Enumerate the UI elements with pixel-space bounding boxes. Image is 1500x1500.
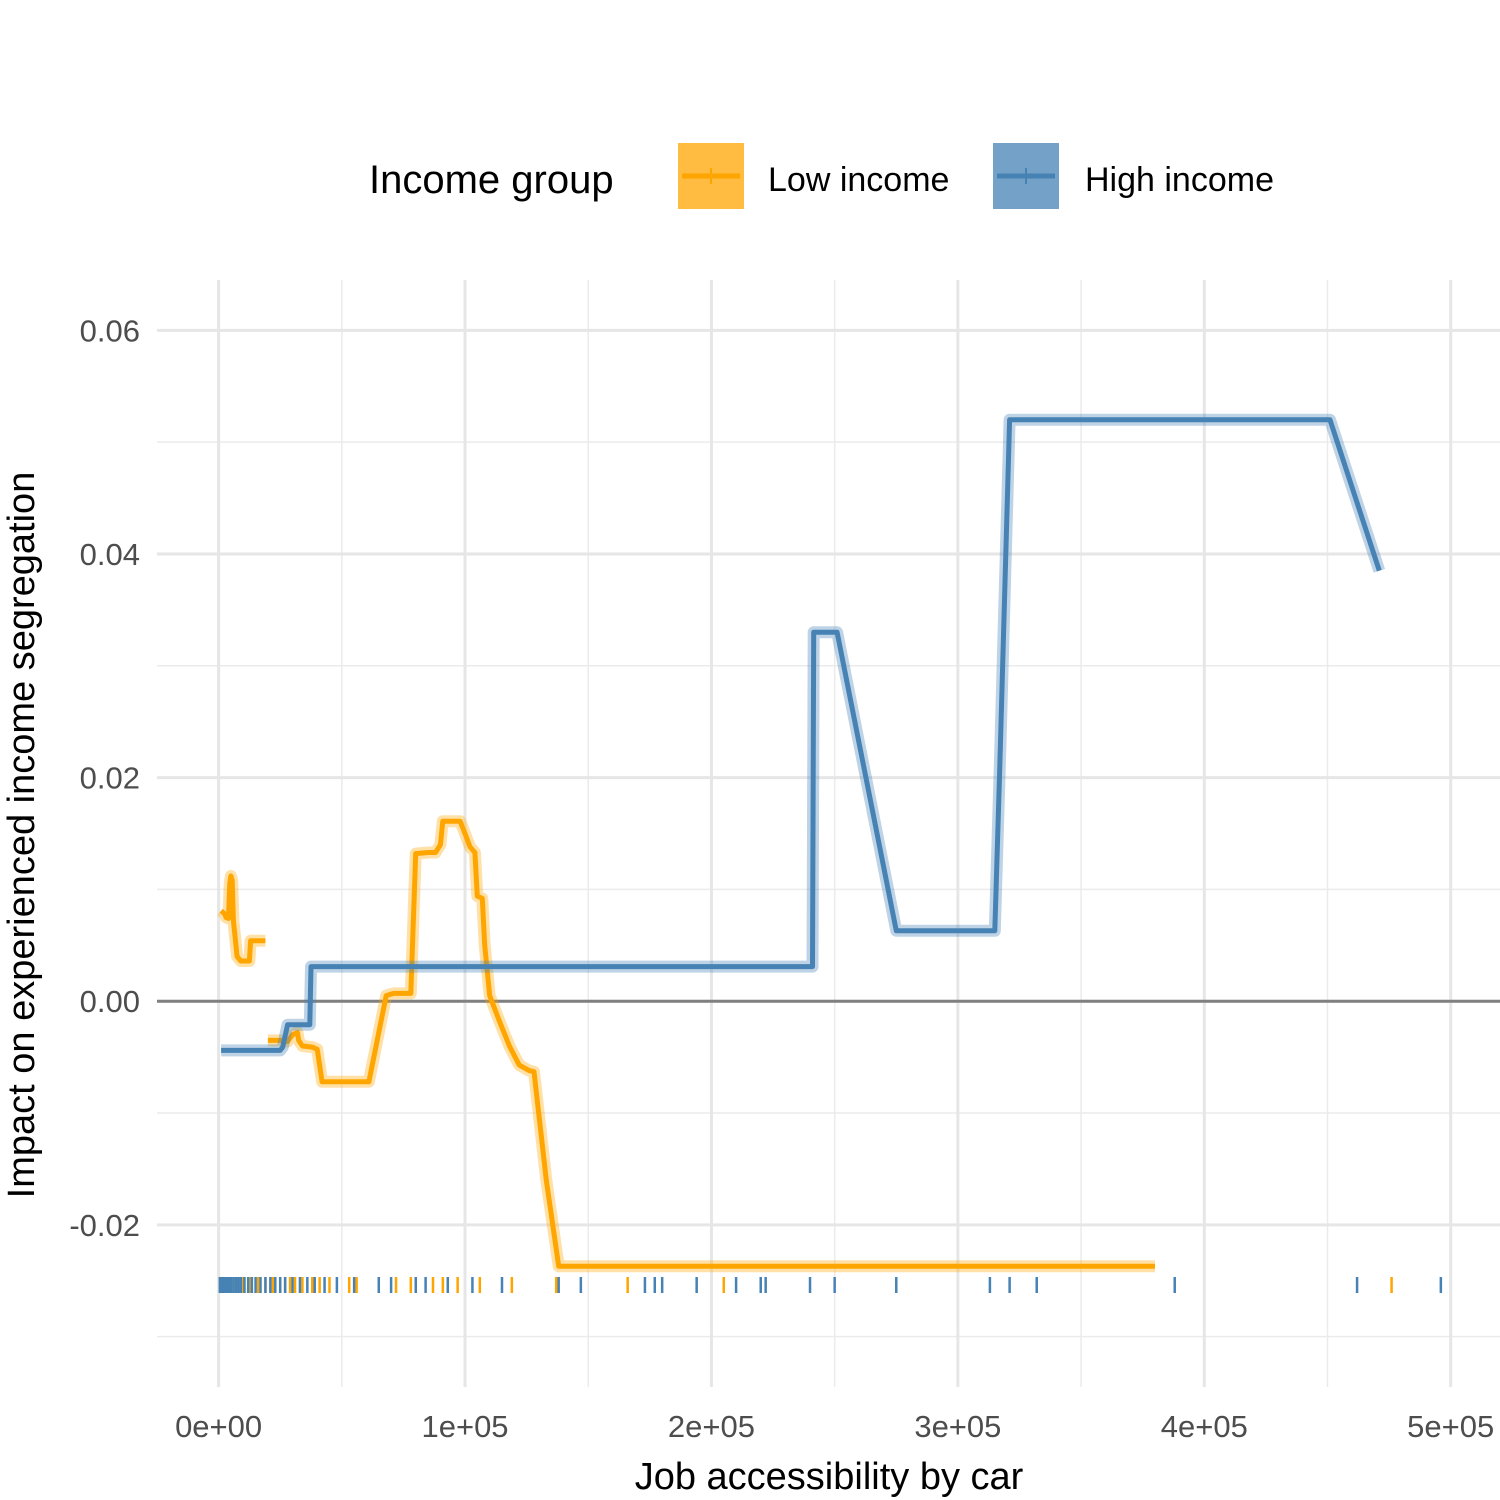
x-tick-label: 4e+05 bbox=[1161, 1409, 1248, 1444]
y-tick-label: 0.04 bbox=[80, 537, 140, 572]
x-axis-title: Job accessibility by car bbox=[635, 1456, 1024, 1498]
x-tick-label: 2e+05 bbox=[668, 1409, 755, 1444]
legend-label-high-income: High income bbox=[1085, 161, 1274, 199]
y-tick-label: 0.02 bbox=[80, 761, 140, 796]
y-axis-tick-labels: -0.02 0.00 0.02 0.04 0.06 bbox=[69, 313, 140, 1243]
minor-gridlines bbox=[157, 280, 1500, 1387]
y-tick-label: 0.06 bbox=[80, 313, 140, 348]
legend-key-high-income bbox=[993, 143, 1059, 209]
y-axis-title: Impact on experienced income segregation bbox=[1, 472, 43, 1199]
series-layer bbox=[217, 413, 1386, 1273]
major-gridlines bbox=[157, 280, 1500, 1387]
x-tick-label: 3e+05 bbox=[914, 1409, 1001, 1444]
x-axis-tick-labels: 0e+00 1e+05 2e+05 3e+05 4e+05 5e+05 bbox=[175, 1409, 1494, 1444]
legend-title: Income group bbox=[369, 158, 614, 202]
x-tick-label: 5e+05 bbox=[1407, 1409, 1494, 1444]
y-tick-label: -0.02 bbox=[69, 1208, 140, 1243]
rug-layer bbox=[218, 1277, 1443, 1293]
series-line-low-income bbox=[267, 818, 1155, 1269]
series-line-low-income bbox=[219, 873, 266, 964]
legend: Income group Low income High income bbox=[369, 143, 1274, 209]
series-line-high-income bbox=[221, 417, 1382, 1053]
legend-label-low-income: Low income bbox=[768, 161, 949, 199]
legend-key-low-income bbox=[678, 143, 744, 209]
x-tick-label: 0e+00 bbox=[175, 1409, 262, 1444]
x-tick-label: 1e+05 bbox=[421, 1409, 508, 1444]
y-tick-label: 0.00 bbox=[80, 984, 140, 1019]
